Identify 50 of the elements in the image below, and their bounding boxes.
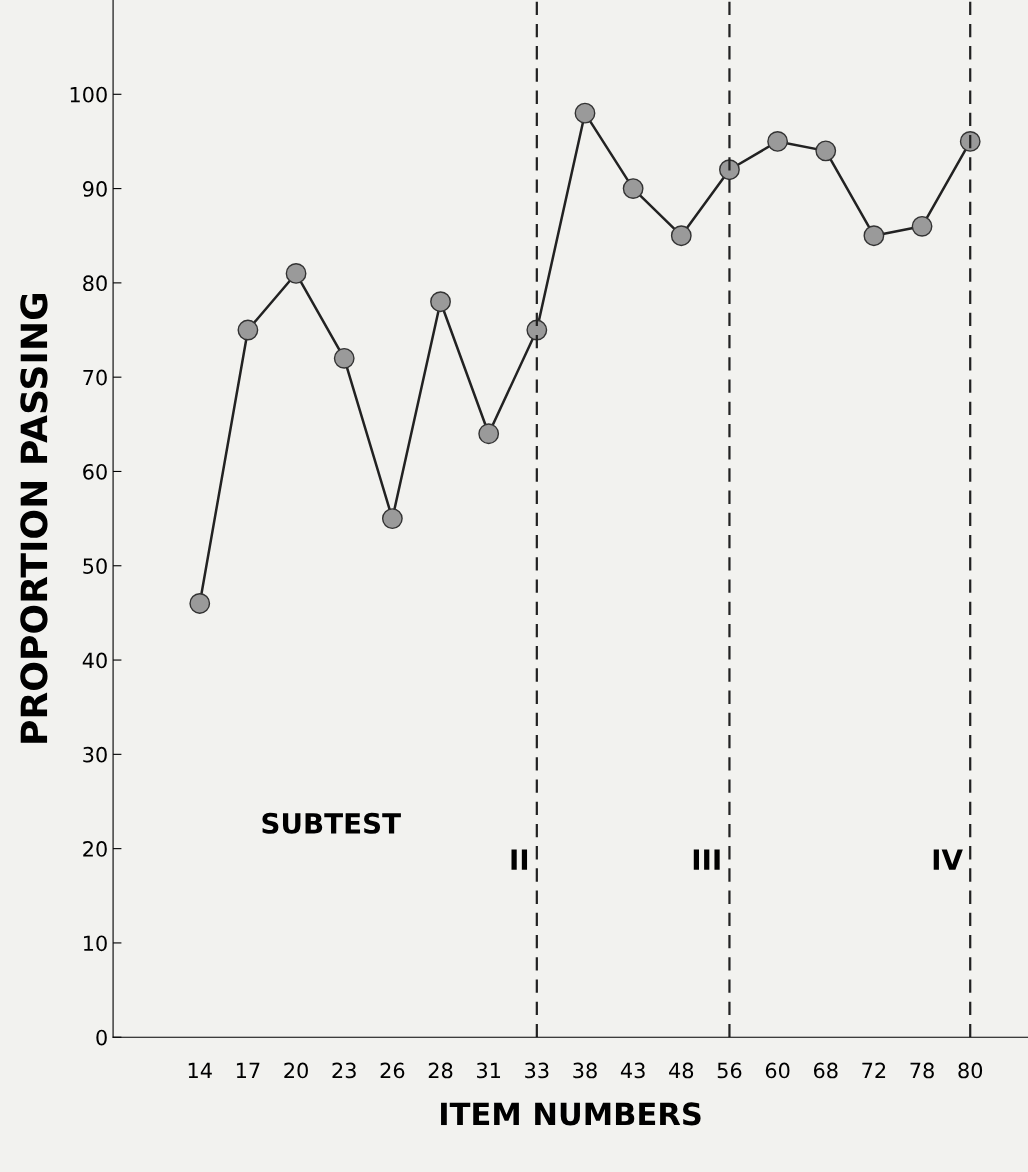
x-tick-label: 56 — [717, 1062, 742, 1079]
point — [574, 102, 596, 124]
x-tick-label: 72 — [862, 1062, 886, 1079]
y-tick-label: 20 — [83, 841, 107, 857]
x-tick-label: 33 — [525, 1062, 549, 1079]
x-tick-label: 48 — [669, 1062, 694, 1079]
y-tick-label: 50 — [83, 558, 107, 574]
x-tick-label: 23 — [332, 1062, 356, 1079]
x-tick-label: 28 — [428, 1062, 453, 1079]
x-tick-label: 60 — [765, 1062, 790, 1079]
point — [670, 225, 692, 247]
y-tick-label: 90 — [83, 181, 107, 197]
point — [815, 140, 837, 162]
point — [430, 291, 451, 313]
x-tick-label: 31 — [477, 1062, 501, 1079]
point — [863, 225, 885, 247]
y-tick-label: 30 — [83, 746, 107, 763]
x-tick-label: 38 — [573, 1062, 597, 1079]
y-tick-label: 40 — [82, 652, 107, 669]
x-tick-label: 17 — [236, 1062, 260, 1079]
x-tick-label: 43 — [620, 1062, 645, 1079]
x-tick-label: 78 — [910, 1062, 934, 1079]
annotation: SUBTEST — [262, 812, 401, 834]
point — [333, 347, 355, 369]
point — [959, 131, 981, 152]
ref-line-label: II — [511, 849, 528, 870]
y-tick-label: 80 — [83, 275, 107, 292]
y-tick-label: 100 — [70, 86, 107, 103]
point — [189, 593, 211, 614]
x-tick-label: 80 — [958, 1062, 983, 1079]
point — [237, 319, 259, 341]
point — [285, 263, 307, 284]
point — [381, 508, 403, 530]
point — [911, 215, 933, 237]
ref-line-label: IV — [933, 849, 963, 870]
ref-line-label: III — [693, 849, 720, 870]
x-tick-label: 20 — [284, 1062, 308, 1079]
y-tick-label: 70 — [83, 369, 107, 386]
y-tick-label: 10 — [84, 935, 107, 952]
y-tick-label: 60 — [83, 463, 107, 480]
x-axis-title: ITEM NUMBERS — [441, 1102, 701, 1126]
point — [478, 423, 500, 445]
point — [622, 178, 644, 200]
x-tick-label: 68 — [813, 1062, 838, 1079]
y-axis-title: PROPORTION PASSING — [20, 293, 48, 743]
y-tick-label: 0 — [96, 1029, 107, 1046]
point — [526, 319, 548, 341]
x-tick-label: 26 — [380, 1062, 405, 1079]
x-tick-label: 14 — [188, 1062, 212, 1079]
point — [767, 131, 789, 152]
